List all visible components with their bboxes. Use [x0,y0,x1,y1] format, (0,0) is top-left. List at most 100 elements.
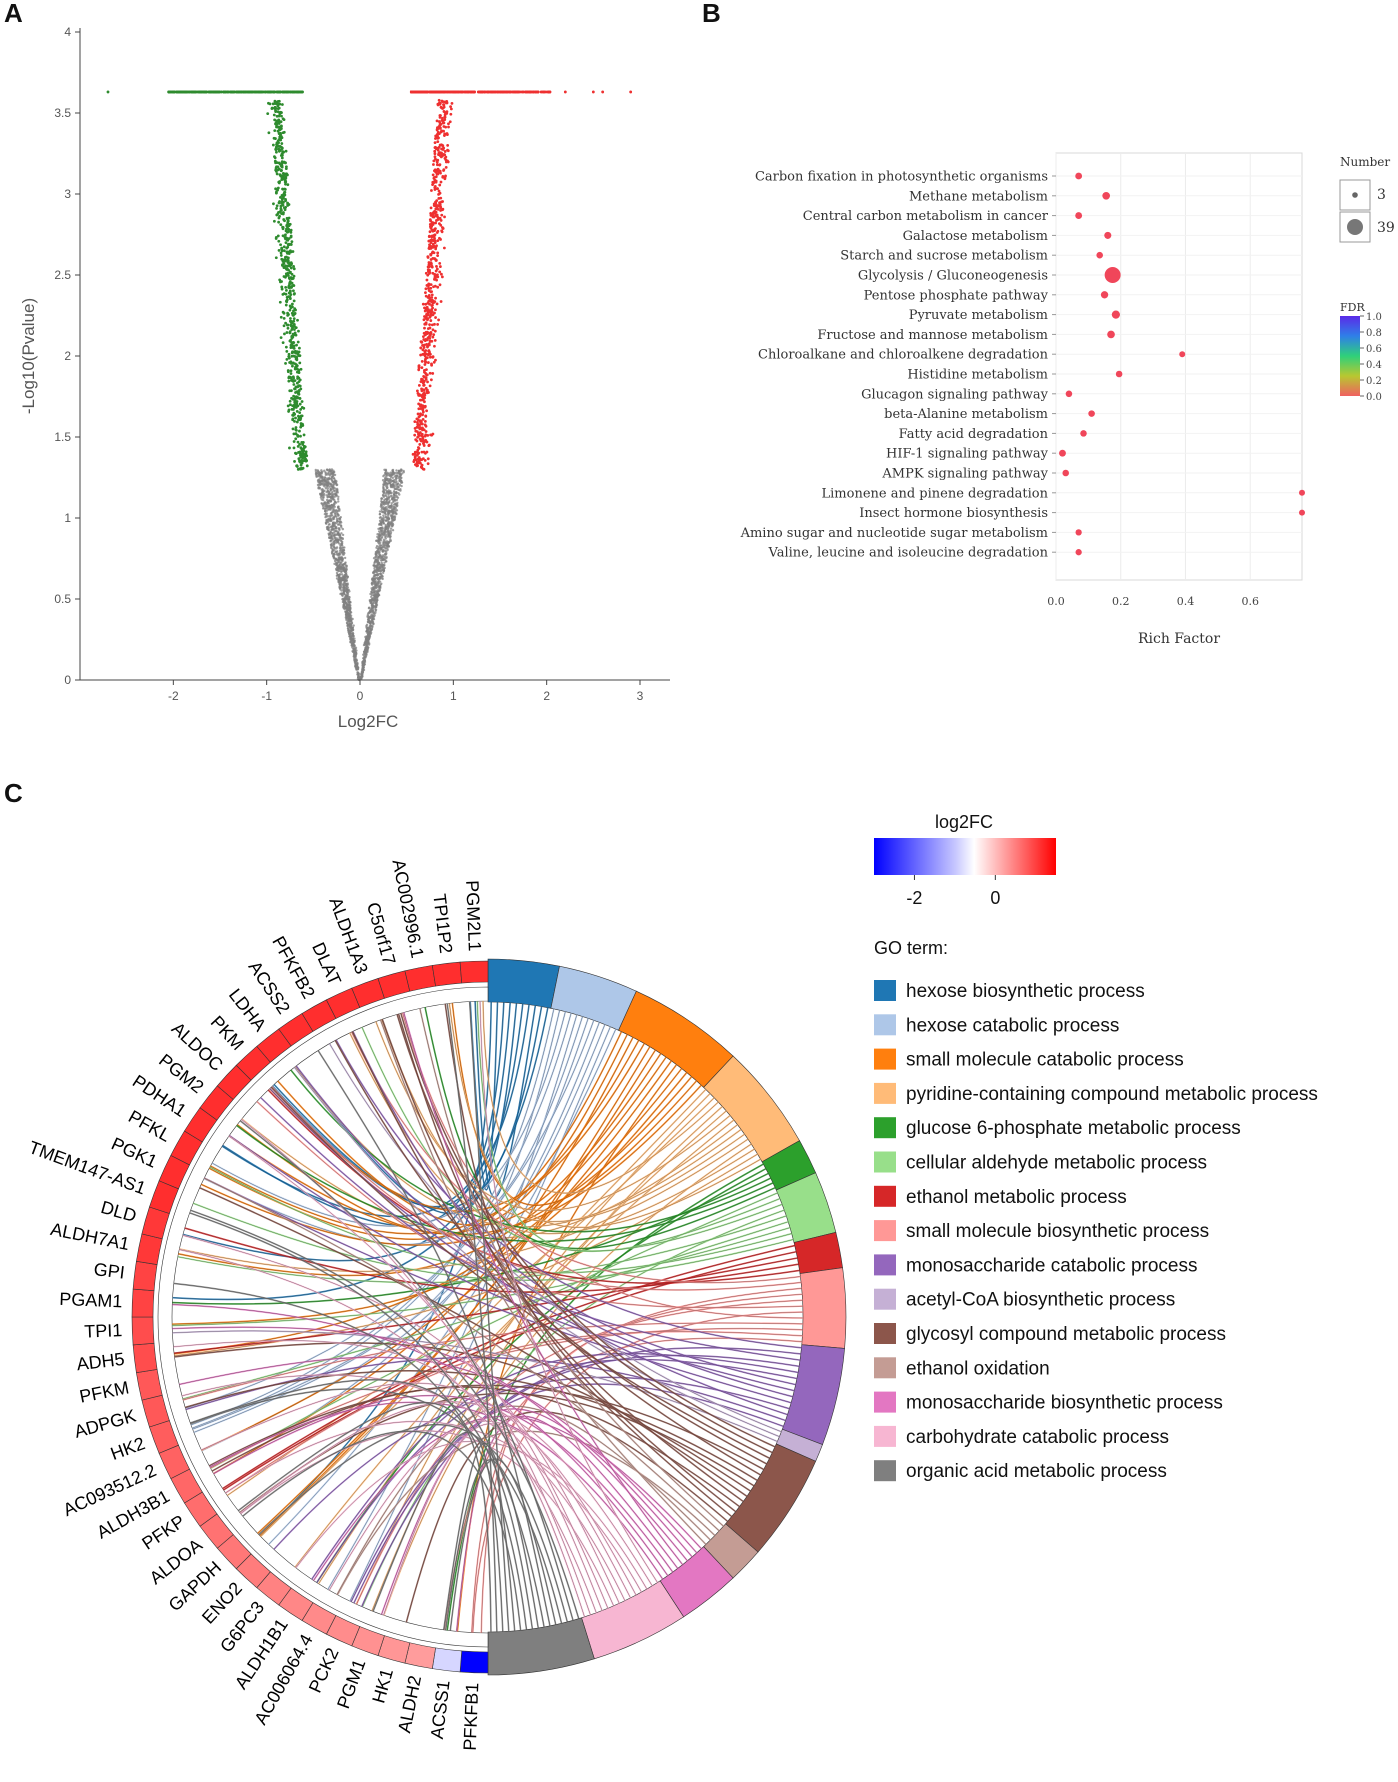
volcano-point-up [416,464,419,468]
volcano-point-ns [325,525,329,529]
volcano-point-ns [383,561,386,564]
volcano-point-up [426,380,429,384]
volcano-point-up [491,90,494,94]
volcano-point-ns [383,531,386,534]
bubble-category-label: Amino sugar and nucleotide sugar metabol… [740,526,1048,541]
volcano-point-up [417,402,421,406]
volcano-point-down [290,272,294,276]
volcano-point-ns [373,580,377,584]
volcano-point-ns [344,600,347,603]
volcano-point-down [285,357,289,361]
volcano-point-ns [341,549,344,552]
volcano-point-ns [330,477,333,481]
volcano-point-ns [340,573,344,576]
chord-ribbon-outline [329,1043,782,1432]
volcano-point-up [434,179,438,183]
go-term-swatch [874,1014,896,1036]
volcano-point-ns [347,629,350,632]
volcano-point-up [428,245,431,249]
go-term-swatch [874,1185,896,1207]
bubble-category-label: Fructose and mannose metabolism [817,328,1048,343]
volcano-point-up [420,359,424,363]
volcano-point-down [201,90,205,94]
volcano-point-ns [379,546,383,550]
volcano-point-ns [337,513,340,517]
volcano-point-ns [344,561,347,564]
volcano-point-down [288,446,291,450]
volcano-point-up [422,440,426,444]
volcano-point-up [429,241,433,244]
volcano-point-up [421,393,425,397]
volcano-point-up [427,335,431,338]
volcano-point-down [286,264,290,268]
volcano-point-ns [360,674,364,677]
volcano-point-up [444,155,448,159]
y-tick-label: 0 [64,673,71,687]
volcano-point-down [290,342,294,346]
volcano-point-up [433,155,437,159]
volcano-point-up [430,262,433,266]
colorbar-title: log2FC [935,812,993,832]
volcano-point-up [413,463,417,467]
volcano-point-up [441,119,445,123]
volcano-point-down [296,396,300,400]
volcano-point-ns [370,590,373,593]
volcano-point-down [292,322,296,326]
volcano-point-ns [398,472,402,476]
volcano-point-down [217,90,220,94]
volcano-point-ns [328,517,331,520]
bubble-category-label: Valine, leucine and isoleucine degradati… [768,546,1049,561]
gene-label: ACSS1 [427,1679,454,1740]
volcano-point-ns [370,582,374,585]
volcano-point-ns [367,637,371,640]
gene-arc [404,1642,436,1669]
volcano-point-up [450,101,454,105]
volcano-point-ns [384,512,387,515]
volcano-point-down [247,90,251,94]
volcano-point-up [443,153,447,157]
volcano-point-up [423,434,427,438]
volcano-point-ns [320,494,324,497]
volcano-point-ns [363,655,367,658]
volcano-point-ns [367,606,371,610]
volcano-point-up [429,378,433,382]
volcano-point-down [283,180,287,184]
volcano-point-up [418,425,422,429]
volcano-point-down [296,434,300,438]
volcano-point-down [292,299,296,303]
fdr-legend-title: FDR [1340,301,1365,314]
volcano-point-ns [332,552,335,556]
volcano-point-ns [327,533,331,537]
volcano-point-ns [330,513,333,517]
volcano-point-ns [332,544,335,547]
volcano-point-down [172,90,176,94]
volcano-point-down [294,426,298,429]
volcano-point-down [292,292,296,296]
volcano-point-down [293,312,297,315]
volcano-point-ns [316,483,320,487]
volcano-point-up [416,418,420,422]
volcano-point-up [430,290,434,294]
volcano-point-ns [394,477,398,480]
go-term-label: pyridine-containing compound metabolic p… [906,1084,1318,1105]
volcano-point-up [424,349,428,352]
volcano-point-ns [376,590,379,593]
volcano-point-down [298,402,302,406]
volcano-point-ns [392,507,396,510]
bubble-category-label: Methane metabolism [909,189,1048,204]
volcano-point-down [279,164,283,168]
volcano-point-ns [385,557,388,560]
chord-ribbon-outline [181,1374,626,1601]
volcano-point-ns [379,554,382,557]
volcano-point-down [290,344,294,348]
volcano-point-down [274,122,278,126]
volcano-point-down [280,114,283,118]
volcano-point-down [293,419,296,423]
y-tick-label: 0.5 [54,592,71,606]
chord-ribbon-outline [270,1087,770,1459]
volcano-point-down [293,325,296,328]
volcano-point-down [301,449,304,453]
volcano-point-up [417,415,421,419]
volcano-point-ns [331,504,334,508]
volcano-point-ns [384,469,388,472]
